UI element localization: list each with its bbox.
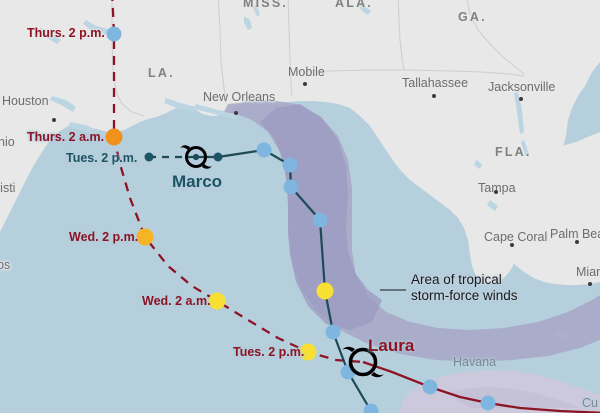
marco-track-point-5[interactable] <box>312 212 328 228</box>
city-dot-houston <box>52 118 56 122</box>
laura-track-point-5[interactable] <box>422 379 438 395</box>
marco-observed-line <box>196 148 372 412</box>
city-dot-mobile <box>303 82 307 86</box>
city-dot-jacksonville <box>519 97 523 101</box>
laura-track-point-6[interactable] <box>480 395 496 411</box>
marco-track-point-2[interactable] <box>256 142 272 158</box>
city-dot-cape-coral <box>510 243 514 247</box>
marco-track-point-4[interactable] <box>283 179 299 195</box>
city-dot-new-orleans <box>234 111 238 115</box>
laura-track-point-0[interactable] <box>106 26 122 42</box>
marco-eye-icon[interactable] <box>180 145 212 169</box>
marco-track-point-1[interactable] <box>213 152 223 162</box>
laura-track-point-1[interactable] <box>105 128 123 146</box>
city-dot-tampa <box>494 190 498 194</box>
laura-track-point-2[interactable] <box>136 228 154 246</box>
marco-track-point-0[interactable] <box>144 152 154 162</box>
rivers-layer <box>38 0 529 211</box>
marco-track-point-7[interactable] <box>325 324 341 340</box>
laura-observed-line <box>362 360 600 413</box>
city-dot-palm-beach <box>575 240 579 244</box>
laura-track-point-4[interactable] <box>299 343 317 361</box>
city-dot-miami <box>588 282 592 286</box>
laura-eye-icon[interactable] <box>342 346 384 378</box>
marco-track-point-3[interactable] <box>282 157 298 173</box>
laura-forecast-line <box>111 0 364 364</box>
marco-track-point-9[interactable] <box>363 403 379 413</box>
city-dot-tallahassee <box>432 94 436 98</box>
florida-peninsula <box>466 132 600 285</box>
marco-track-point-6[interactable] <box>316 282 334 300</box>
laura-track-point-3[interactable] <box>208 292 226 310</box>
